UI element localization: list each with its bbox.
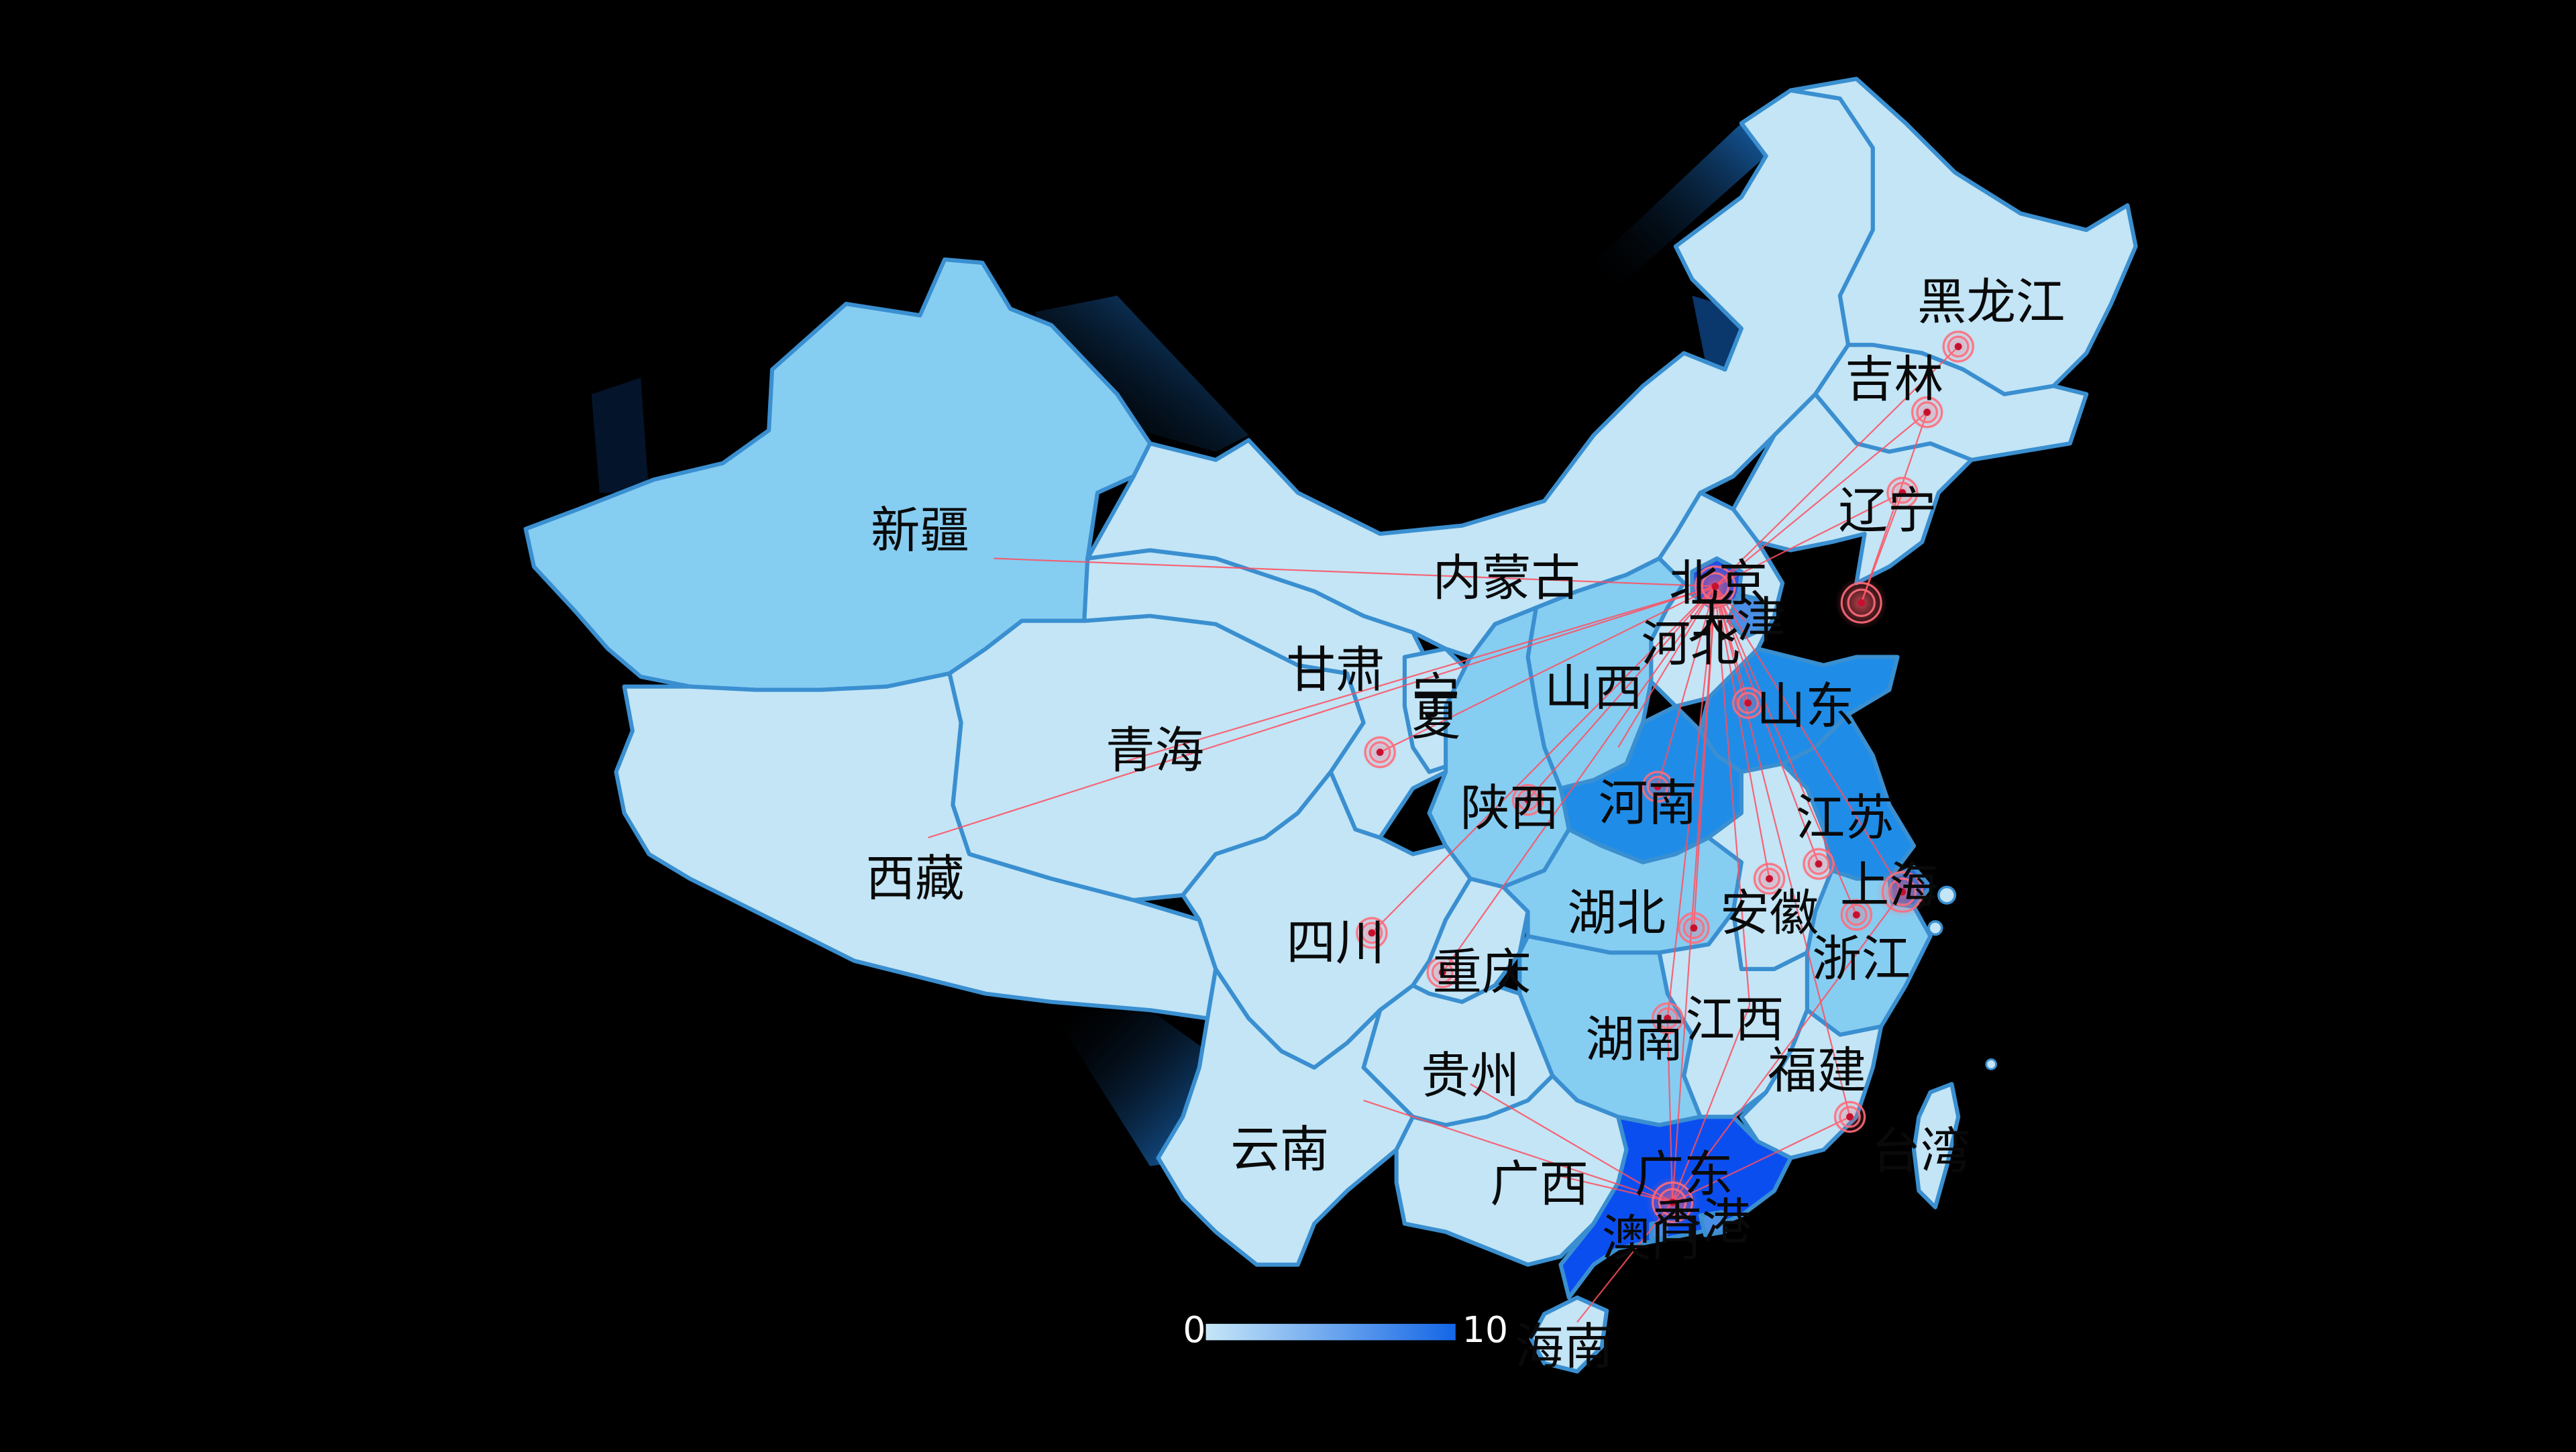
- effect-point: [1751, 860, 1788, 897]
- flow-line: [1714, 585, 1820, 864]
- flow-line: [928, 585, 1716, 839]
- effect-point: [1940, 328, 1977, 365]
- island-zhoushan-2: [1927, 920, 1943, 936]
- region-label: 福建: [1768, 1043, 1866, 1100]
- effect-point: [1729, 685, 1766, 722]
- flow-line: [1671, 586, 1716, 1203]
- region-hainan[interactable]: [1529, 1295, 1609, 1374]
- region-label: 辽宁: [1838, 483, 1937, 540]
- visual-map-legend[interactable]: 0 10: [1183, 1308, 1508, 1351]
- legend-max-label: 10: [1462, 1308, 1509, 1351]
- region-label: 甘肃: [1287, 642, 1385, 699]
- flow-line: [1714, 586, 1770, 879]
- legend-min-label: 0: [1183, 1308, 1205, 1351]
- legend-gradient-bar[interactable]: [1205, 1323, 1456, 1341]
- flow-line: [1442, 585, 1716, 973]
- region-label: 广西: [1490, 1156, 1589, 1213]
- flow-line: [1371, 585, 1716, 934]
- region-label: 贵州: [1421, 1048, 1519, 1105]
- flow-line: [1714, 585, 1903, 893]
- region-label: 海南: [1515, 1319, 1613, 1376]
- effect-points: [1353, 328, 1977, 1229]
- region-label: 澳门: [1602, 1210, 1701, 1267]
- region-label: 重庆: [1433, 944, 1532, 1001]
- flow-line: [1527, 585, 1716, 801]
- region-label: 内蒙古: [1433, 550, 1580, 607]
- flow-line: [1116, 585, 1716, 765]
- flow-line: [1617, 585, 1716, 748]
- region-label: 四川: [1287, 915, 1385, 972]
- region-label: 西藏: [866, 850, 965, 907]
- effect-point: [1424, 954, 1461, 991]
- region-taiwan[interactable]: [1912, 1082, 1961, 1210]
- region-hongkong[interactable]: [1698, 1210, 1727, 1237]
- effect-point: [1909, 394, 1945, 431]
- region-label: 新疆: [871, 502, 969, 559]
- flow-line: [1714, 345, 1959, 588]
- effect-point: [1509, 781, 1546, 818]
- effect-point: [1362, 734, 1399, 771]
- effect-point: [1675, 909, 1712, 946]
- region-label: 黑龙江: [1917, 274, 2065, 331]
- effect-point: [1831, 1099, 1868, 1135]
- flow-line: [1470, 1083, 1673, 1203]
- region-label: 天津: [1687, 593, 1786, 650]
- region-label: 陕西: [1460, 780, 1559, 837]
- region-label: 江西: [1686, 992, 1784, 1049]
- effect-point: [1838, 897, 1875, 934]
- flow-lines: [928, 345, 1959, 1323]
- region-label: 上海: [1840, 857, 1939, 914]
- region-label: 湖南: [1585, 1011, 1684, 1068]
- flow-line: [1714, 586, 1751, 1005]
- region-label: 山东: [1756, 678, 1855, 735]
- flow-line: [1656, 585, 1716, 787]
- region-label: 河北: [1642, 616, 1740, 673]
- effect-point: [1884, 474, 1921, 511]
- flow-line: [1379, 585, 1716, 753]
- effect-point: [1353, 915, 1390, 951]
- region-label: 湖北: [1567, 885, 1666, 942]
- flow-line: [1672, 1005, 1751, 1203]
- region-label: 河南: [1599, 775, 1697, 832]
- region-label: 安徽: [1720, 885, 1819, 942]
- flow-line: [1666, 1018, 1674, 1203]
- region-label: 广东: [1635, 1146, 1733, 1203]
- island-fujian-coast: [1985, 1058, 1997, 1070]
- region-label: 山西: [1544, 660, 1643, 717]
- region-label: 吉林: [1845, 351, 1943, 408]
- region-label: 台湾: [1871, 1123, 1970, 1180]
- effect-point: [1688, 560, 1741, 613]
- flow-line: [1363, 1099, 1673, 1203]
- effect-point: [1649, 1000, 1686, 1037]
- island-zhoushan: [1937, 885, 1957, 905]
- flow-line: [1715, 411, 1928, 588]
- effect-point: [1801, 846, 1837, 883]
- region-label: 云南: [1230, 1121, 1329, 1178]
- region-label: 浙江: [1812, 931, 1911, 988]
- effect-point: [1876, 865, 1929, 918]
- region-label: 江苏: [1796, 790, 1894, 847]
- flow-line: [1672, 891, 1903, 1203]
- region-tianjin[interactable]: [1726, 592, 1768, 640]
- flow-line: [1666, 586, 1716, 1019]
- flow-line: [994, 557, 1715, 588]
- effect-point: [1640, 769, 1676, 805]
- region-jiangsu[interactable]: [1780, 712, 1917, 881]
- flow-line: [1714, 586, 1851, 1117]
- region-label: 宁夏: [1411, 668, 1460, 746]
- region-label: 香港: [1653, 1194, 1752, 1251]
- flow-line: [1715, 492, 1903, 588]
- effect-point: [1646, 1176, 1699, 1229]
- region-label: 北京: [1669, 555, 1768, 612]
- flow-line: [1672, 1116, 1851, 1203]
- region-label: 青海: [1106, 722, 1204, 779]
- effect-point: [1835, 576, 1888, 629]
